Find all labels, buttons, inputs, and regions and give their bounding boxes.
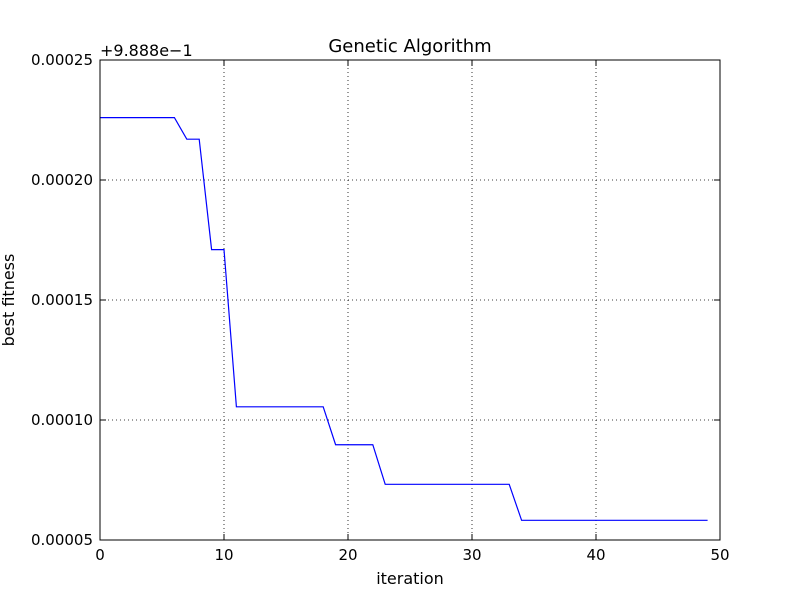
y-axis-label: best fitness xyxy=(0,254,18,347)
y-tick-label: 0.00010 xyxy=(31,411,93,429)
x-tick-label: 50 xyxy=(710,546,729,564)
x-tick-label: 30 xyxy=(462,546,481,564)
tick-layer: 0 10 20 30 40 50 0.00005 0.00010 0.00015 0.00020 0… xyxy=(31,51,730,564)
x-tick-label: 20 xyxy=(338,546,357,564)
y-tick-label: 0.00025 xyxy=(31,51,93,69)
y-tick-label: 0.00015 xyxy=(31,291,93,309)
y-axis-offset-text: +9.888e−1 xyxy=(100,41,193,60)
x-tick-label: 10 xyxy=(214,546,233,564)
y-tick-label: 0.00005 xyxy=(31,531,93,549)
y-tick-label: 0.00020 xyxy=(31,171,93,189)
x-tick-label: 40 xyxy=(586,546,605,564)
grid-layer xyxy=(100,60,720,540)
series-line xyxy=(100,116,708,521)
chart-title: Genetic Algorithm xyxy=(328,36,491,57)
x-axis-label: iteration xyxy=(376,569,444,588)
series-layer xyxy=(100,116,708,521)
x-tick-label: 0 xyxy=(95,546,105,564)
